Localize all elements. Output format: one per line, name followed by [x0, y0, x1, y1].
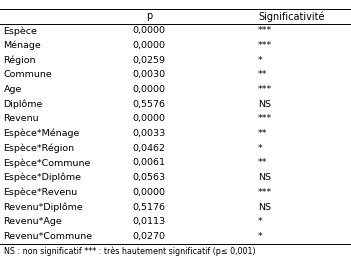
- Text: **: **: [258, 70, 267, 79]
- Text: 0,0000: 0,0000: [133, 114, 166, 123]
- Text: Revenu*Age: Revenu*Age: [4, 217, 62, 226]
- Text: 0,0000: 0,0000: [133, 188, 166, 197]
- Text: Revenu*Commune: Revenu*Commune: [4, 232, 93, 241]
- Text: ***: ***: [258, 85, 272, 94]
- Text: *: *: [258, 217, 263, 226]
- Text: 0,0061: 0,0061: [133, 158, 166, 167]
- Text: ***: ***: [258, 41, 272, 50]
- Text: NS : non significatif *** : très hautement significatif (p≤ 0,001): NS : non significatif *** : très hauteme…: [4, 247, 255, 256]
- Text: Région: Région: [4, 56, 36, 65]
- Text: 0,5576: 0,5576: [133, 100, 166, 109]
- Text: 0,0000: 0,0000: [133, 26, 166, 35]
- Text: 0,0030: 0,0030: [133, 70, 166, 79]
- Text: 0,0462: 0,0462: [133, 144, 166, 153]
- Text: *: *: [258, 56, 263, 65]
- Text: 0,0033: 0,0033: [133, 129, 166, 138]
- Text: Espèce*Diplôme: Espèce*Diplôme: [4, 173, 81, 183]
- Text: 0,0000: 0,0000: [133, 41, 166, 50]
- Text: NS: NS: [258, 100, 271, 109]
- Text: Ménage: Ménage: [4, 41, 41, 50]
- Text: Commune: Commune: [4, 70, 52, 79]
- Text: NS: NS: [258, 202, 271, 211]
- Text: Age: Age: [4, 85, 22, 94]
- Text: 0,0000: 0,0000: [133, 85, 166, 94]
- Text: Espèce: Espèce: [4, 26, 38, 36]
- Text: Espèce*Commune: Espèce*Commune: [4, 158, 91, 168]
- Text: 0,0563: 0,0563: [133, 173, 166, 182]
- Text: Diplôme: Diplôme: [4, 100, 43, 109]
- Text: 0,5176: 0,5176: [133, 202, 166, 211]
- Text: 0,0270: 0,0270: [133, 232, 166, 241]
- Text: Revenu: Revenu: [4, 114, 39, 123]
- Text: p: p: [146, 11, 152, 21]
- Text: Espèce*Ménage: Espèce*Ménage: [4, 129, 80, 138]
- Text: 0,0113: 0,0113: [133, 217, 166, 226]
- Text: ***: ***: [258, 114, 272, 123]
- Text: Espèce*Revenu: Espèce*Revenu: [4, 188, 78, 197]
- Text: Revenu*Diplôme: Revenu*Diplôme: [4, 202, 83, 212]
- Text: *: *: [258, 144, 263, 153]
- Text: NS: NS: [258, 173, 271, 182]
- Text: Espèce*Région: Espèce*Région: [4, 144, 75, 153]
- Text: **: **: [258, 158, 267, 167]
- Text: ***: ***: [258, 26, 272, 35]
- Text: Significativité: Significativité: [258, 11, 324, 22]
- Text: **: **: [258, 129, 267, 138]
- Text: 0,0259: 0,0259: [133, 56, 166, 65]
- Text: *: *: [258, 232, 263, 241]
- Text: ***: ***: [258, 188, 272, 197]
